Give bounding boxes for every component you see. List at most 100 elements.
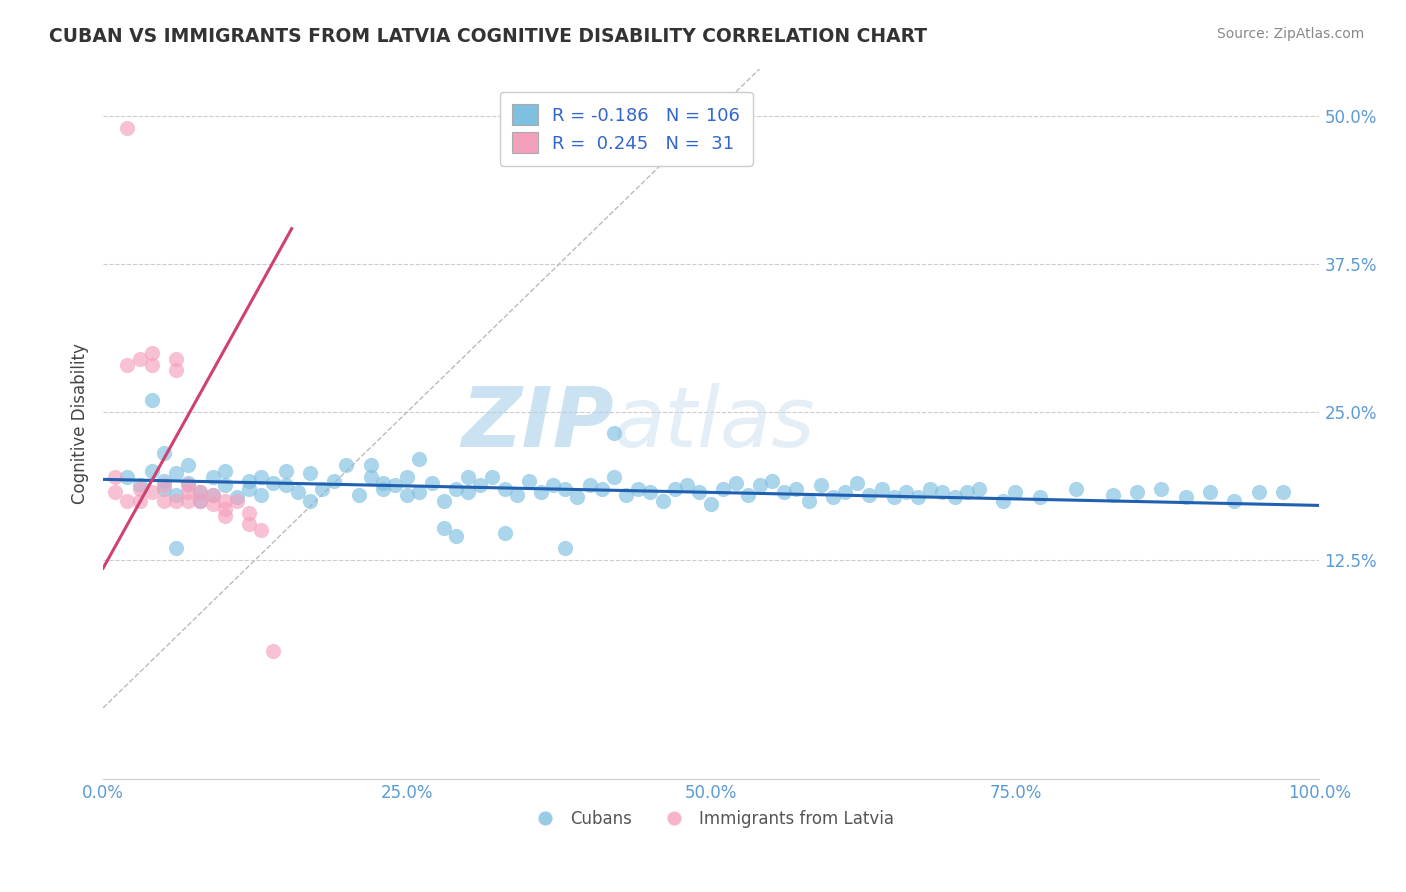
Point [993,493,1015,508]
Point [396,470,419,484]
Point [141,485,163,500]
Point [201,488,224,502]
Point [177,485,200,500]
Point [153,478,176,492]
Point [505,488,527,502]
Point [274,464,297,478]
Point [713,482,735,496]
Legend: Cubans, Immigrants from Latvia: Cubans, Immigrants from Latvia [522,803,901,835]
Point [614,488,637,502]
Point [177,475,200,490]
Point [724,475,747,490]
Point [371,475,394,490]
Point [165,363,187,377]
Point [1028,490,1050,504]
Text: ZIP: ZIP [461,384,614,464]
Point [530,485,553,500]
Point [238,474,260,488]
Point [920,482,942,496]
Point [567,490,589,504]
Point [907,490,929,504]
Point [214,478,236,492]
Point [858,488,880,502]
Point [408,485,430,500]
Point [250,523,273,537]
Point [371,482,394,496]
Point [190,485,212,500]
Point [153,482,176,496]
Point [311,482,333,496]
Point [541,478,564,492]
Point [117,358,139,372]
Point [190,493,212,508]
Point [1064,482,1087,496]
Point [457,470,479,484]
Point [773,485,796,500]
Point [165,351,187,366]
Point [214,493,236,508]
Point [1101,488,1123,502]
Text: CUBAN VS IMMIGRANTS FROM LATVIA COGNITIVE DISABILITY CORRELATION CHART: CUBAN VS IMMIGRANTS FROM LATVIA COGNITIV… [49,27,928,45]
Point [190,485,212,500]
Point [117,493,139,508]
Point [250,488,273,502]
Point [676,478,699,492]
Point [420,475,443,490]
Point [153,446,176,460]
Point [834,485,856,500]
Point [153,493,176,508]
Point [165,488,187,502]
Point [1247,485,1270,500]
Point [640,485,662,500]
Point [360,458,382,472]
Point [1271,485,1294,500]
Point [128,482,150,496]
Point [1150,482,1173,496]
Point [177,493,200,508]
Text: atlas: atlas [614,384,815,464]
Point [444,529,467,543]
Text: Source: ZipAtlas.com: Source: ZipAtlas.com [1216,27,1364,41]
Point [153,474,176,488]
Point [165,493,187,508]
Point [141,358,163,372]
Point [190,493,212,508]
Point [177,458,200,472]
Point [274,478,297,492]
Point [603,426,626,441]
Point [141,392,163,407]
Point [262,475,284,490]
Point [1199,485,1222,500]
Point [554,541,576,555]
Point [396,488,419,502]
Point [177,478,200,492]
Point [408,452,430,467]
Point [956,485,979,500]
Point [664,482,686,496]
Point [883,490,905,504]
Point [201,470,224,484]
Point [128,478,150,492]
Point [226,490,249,504]
Point [444,482,467,496]
Point [737,488,759,502]
Point [470,478,492,492]
Point [700,497,723,511]
Point [238,517,260,532]
Point [603,470,626,484]
Point [481,470,503,484]
Point [846,475,869,490]
Point [128,351,150,366]
Point [298,467,321,481]
Point [1223,493,1246,508]
Point [1004,485,1026,500]
Point [347,488,370,502]
Point [201,497,224,511]
Point [821,490,844,504]
Point [1126,485,1149,500]
Point [810,478,832,492]
Point [931,485,953,500]
Point [433,521,456,535]
Point [651,493,673,508]
Point [262,644,284,658]
